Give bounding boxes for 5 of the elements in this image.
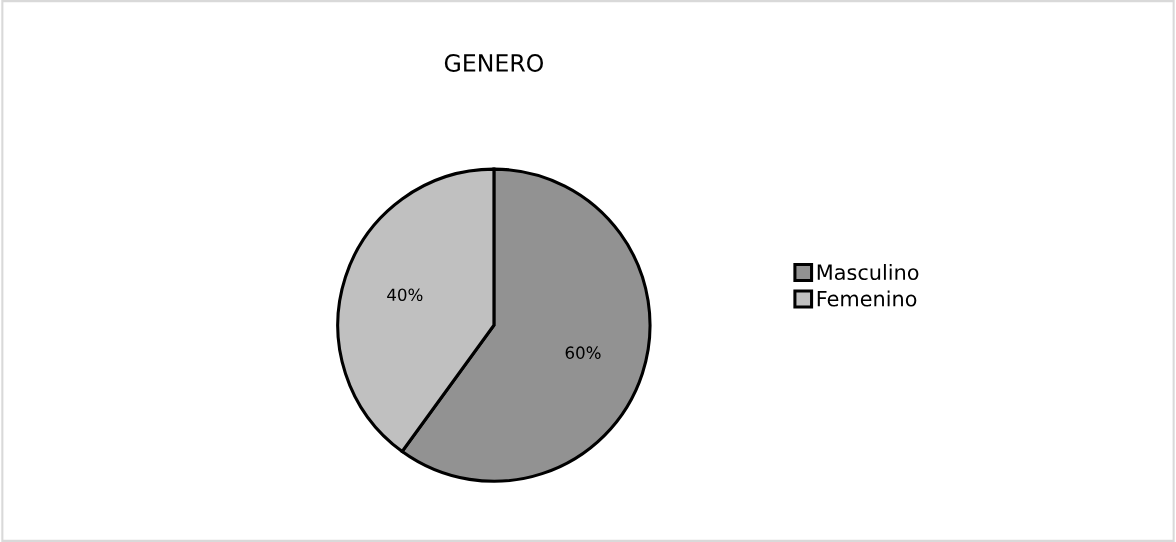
legend-label: Femenino xyxy=(817,290,917,307)
data-label: 40% xyxy=(387,288,423,302)
data-label: 60% xyxy=(565,346,601,359)
chart-title: GENERO xyxy=(444,54,543,72)
legend-label: Masculino xyxy=(817,263,919,281)
